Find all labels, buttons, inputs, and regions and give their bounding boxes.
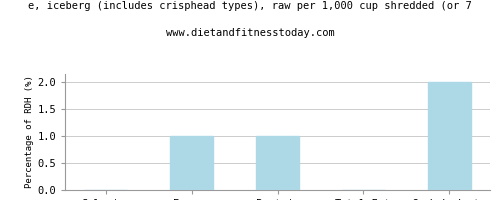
Bar (256, 136, 299, 190)
Bar (428, 82, 470, 190)
Text: www.dietandfitnesstoday.com: www.dietandfitnesstoday.com (166, 28, 334, 38)
Bar (170, 136, 213, 190)
Y-axis label: Percentage of RDH (%): Percentage of RDH (%) (26, 76, 35, 188)
Text: e, iceberg (includes crisphead types), raw per 1,000 cup shredded (or 7: e, iceberg (includes crisphead types), r… (28, 1, 472, 11)
